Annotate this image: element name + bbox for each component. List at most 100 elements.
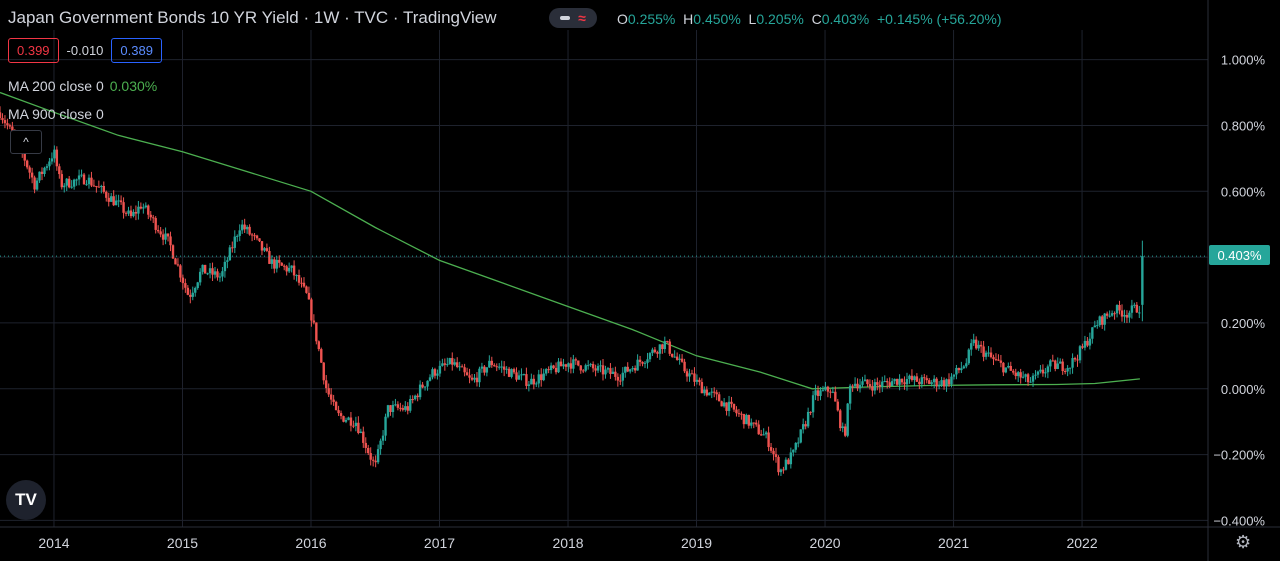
candle-body <box>1049 360 1052 367</box>
chart-title: Japan Government Bonds 10 YR Yield · 1W … <box>8 8 497 27</box>
candle-body <box>278 259 281 263</box>
candle-body <box>473 377 476 380</box>
candle-body <box>767 432 770 448</box>
candle-body <box>253 235 256 237</box>
candle-body <box>920 377 924 385</box>
candle-body <box>779 469 783 473</box>
candle-body <box>468 375 471 378</box>
candle-body <box>616 376 620 381</box>
candle-body <box>549 365 553 371</box>
candle-body <box>846 403 849 436</box>
candle-body <box>95 185 98 187</box>
candle-body <box>152 217 155 219</box>
candle-body <box>1141 256 1144 305</box>
candle-body <box>443 363 447 365</box>
candle-body <box>488 360 491 368</box>
candle-body <box>60 174 63 188</box>
candle-body <box>1103 313 1106 325</box>
candle-body <box>730 401 733 404</box>
candle-body <box>505 368 508 370</box>
candle-body <box>829 391 832 393</box>
candle-body <box>255 235 259 239</box>
hide-icon <box>560 16 571 20</box>
candle-body <box>80 174 83 176</box>
candle-body <box>1078 346 1082 361</box>
candle-body <box>1110 313 1114 316</box>
candle-body <box>532 378 536 385</box>
candle-body <box>339 413 343 417</box>
candle-body <box>952 374 956 377</box>
candle-body <box>720 401 723 407</box>
candle-body <box>792 449 795 453</box>
candle-body <box>354 422 358 427</box>
candle-body <box>522 374 526 376</box>
indicator-ma900[interactable]: MA 900 close 0 <box>8 106 104 122</box>
candle-body <box>601 365 605 375</box>
candle-body <box>777 456 780 473</box>
ask-button[interactable]: 0.389 <box>111 38 162 63</box>
candle-body <box>401 408 405 410</box>
bid-button[interactable]: 0.399 <box>8 38 59 63</box>
candle-body <box>283 265 286 267</box>
candle-body <box>542 373 545 381</box>
candle-body <box>1066 367 1069 372</box>
candle-body <box>510 369 513 377</box>
candle-body <box>1076 359 1079 361</box>
indicator-ma200[interactable]: MA 200 close 0 0.030% <box>8 78 157 94</box>
candle-body <box>928 380 931 384</box>
candle-body <box>179 265 182 278</box>
candle-body <box>1138 312 1141 314</box>
candle-body <box>438 365 442 374</box>
candle-body <box>137 206 140 214</box>
candle-body <box>250 234 254 236</box>
candle-body <box>1054 360 1057 369</box>
candle-body <box>6 123 9 126</box>
candle-body <box>322 362 325 381</box>
candle-body <box>206 273 209 275</box>
candle-body <box>127 210 130 214</box>
candle-body <box>67 178 71 188</box>
candle-body <box>755 422 758 425</box>
candle-body <box>1041 369 1045 374</box>
candle-body <box>1125 314 1129 318</box>
candle-body <box>169 236 172 246</box>
gear-icon[interactable]: ⚙ <box>1235 532 1252 552</box>
candle-body <box>769 447 773 451</box>
candle-body <box>1044 372 1047 374</box>
indicator-label: MA 900 close 0 <box>8 106 104 122</box>
candle-body <box>641 362 644 364</box>
candle-body <box>495 366 498 368</box>
candle-body <box>329 394 333 400</box>
candle-body <box>245 226 249 230</box>
candle-body <box>33 177 36 190</box>
collapse-button[interactable]: ^ <box>10 130 42 154</box>
candle-body <box>950 376 953 385</box>
candle-body <box>745 414 748 425</box>
candle-body <box>604 369 607 375</box>
tradingview-logo[interactable]: TV <box>6 480 46 520</box>
candle-body <box>762 434 765 436</box>
candle-body <box>621 372 624 381</box>
candle-body <box>609 368 612 374</box>
candle-body <box>863 379 867 382</box>
candle-body <box>181 277 185 284</box>
compare-toggle[interactable]: ≈ <box>549 8 597 28</box>
candle-body <box>411 399 414 401</box>
candle-body <box>663 341 666 350</box>
candle-body <box>646 359 649 363</box>
low-label: L <box>748 11 757 27</box>
candle-body <box>537 374 540 384</box>
candle-body <box>186 287 190 295</box>
candle-body <box>376 449 380 463</box>
candle-body <box>594 368 597 371</box>
candle-body <box>955 367 958 375</box>
candle-body <box>945 379 948 387</box>
candle-body <box>1093 325 1097 328</box>
y-tick-label: 0.000% <box>1221 382 1266 397</box>
candle-body <box>999 360 1003 363</box>
candle-body <box>666 341 669 343</box>
candle-body <box>1002 362 1005 373</box>
candle-body <box>122 202 125 213</box>
candle-body <box>149 214 152 218</box>
